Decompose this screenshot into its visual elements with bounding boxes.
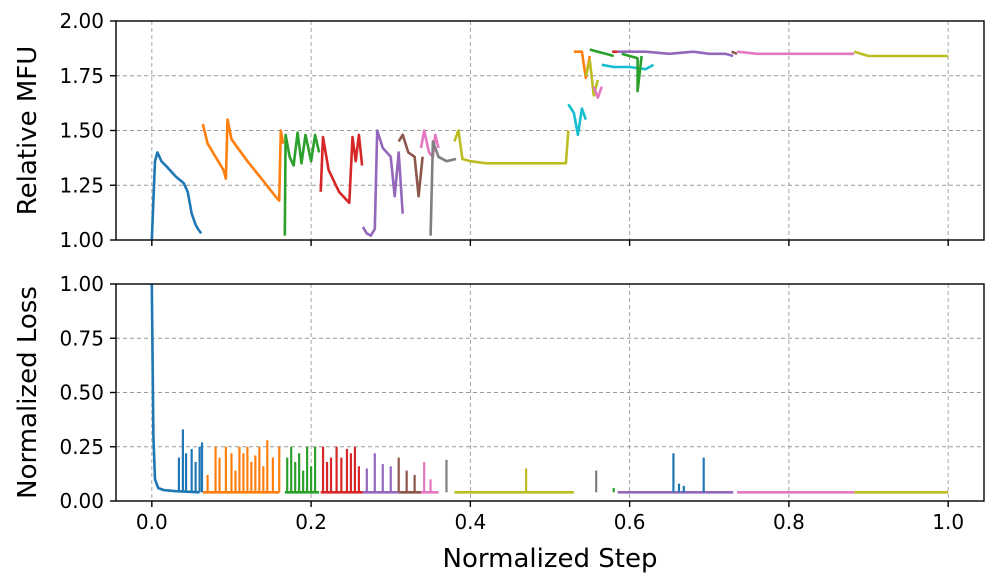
series-line — [201, 118, 285, 202]
series-line — [601, 63, 655, 71]
x-tick-label: 0.6 — [614, 510, 646, 534]
loss-panel: 0.0 0.2 0.4 0.6 0.8 1.0 0.00 0.25 0.50 0.75 1.00 No… — [13, 272, 985, 534]
y-tick-label: 1.25 — [59, 173, 104, 197]
series-line — [731, 50, 738, 56]
plot-area — [150, 284, 949, 494]
y-tick-label: 2.00 — [59, 9, 104, 33]
series-line — [853, 50, 949, 58]
series-line — [592, 86, 604, 99]
series-line — [397, 133, 424, 198]
series-line — [361, 129, 404, 237]
y-axis-label: Normalized Loss — [13, 286, 43, 499]
y-tick-label: 1.50 — [59, 119, 104, 143]
series-line — [567, 103, 588, 137]
x-tick-label: 0.8 — [773, 510, 805, 534]
series-line — [736, 50, 855, 56]
series-line — [429, 140, 457, 236]
series-line — [150, 151, 203, 240]
series-line — [584, 59, 600, 97]
x-tick-label: 1.0 — [932, 510, 964, 534]
series-line — [150, 284, 200, 494]
series-line — [319, 133, 364, 205]
y-tick-label: 1.75 — [59, 64, 104, 88]
series-line — [621, 52, 643, 93]
series-line — [589, 48, 615, 58]
y-tick-label: 0.50 — [59, 381, 104, 405]
series-line — [617, 50, 734, 58]
x-axis-label: Normalized Step — [443, 544, 658, 574]
plot-area — [150, 48, 949, 240]
y-tick-label: 0.25 — [59, 435, 104, 459]
x-tick-label: 0.4 — [454, 510, 486, 534]
y-tick-label: 1.00 — [59, 272, 104, 296]
mfu-panel: 1.00 1.25 1.50 1.75 2.00 Relative MFU — [13, 9, 985, 252]
x-tick-label: 0.2 — [295, 510, 327, 534]
y-axis-label: Relative MFU — [13, 46, 43, 216]
series-line — [419, 129, 440, 159]
series-line — [453, 129, 570, 165]
y-tick-label: 1.00 — [59, 228, 104, 252]
y-tick-label: 0.00 — [59, 489, 104, 513]
series-line — [283, 131, 321, 236]
x-tick-label: 0.0 — [136, 510, 168, 534]
y-tick-label: 0.75 — [59, 326, 104, 350]
